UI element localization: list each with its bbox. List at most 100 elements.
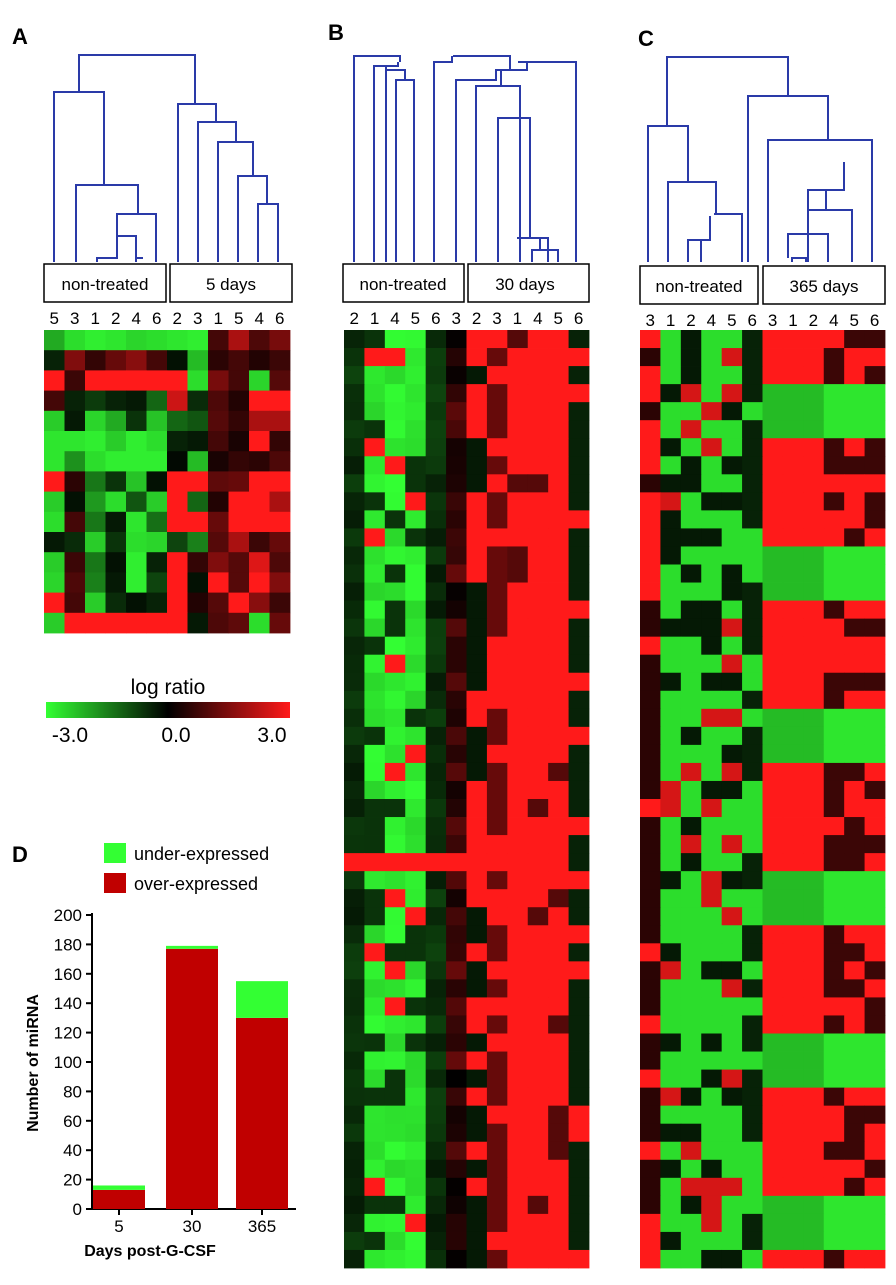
heatmap-cell [701, 1249, 723, 1269]
heatmap-cell [762, 384, 784, 403]
heatmap-cell [126, 410, 147, 432]
heatmap-cell [568, 1051, 590, 1070]
heatmap-cell [701, 582, 723, 601]
heatmap-cell [823, 835, 845, 854]
heatmap-cell [721, 835, 743, 854]
heatmap-cell [742, 690, 763, 710]
heatmap-cell [527, 528, 549, 547]
heatmap-cell [126, 532, 147, 553]
heatmap-cell [446, 636, 467, 656]
heatmap-cell [85, 350, 106, 371]
dendrogram-branch [807, 162, 845, 262]
heatmap-cell [660, 780, 682, 800]
heatmap-cell [864, 330, 886, 349]
heatmap-cell [660, 618, 682, 638]
heatmap-cell [425, 366, 447, 385]
heatmap-cell [680, 330, 702, 349]
heatmap-cell [527, 366, 549, 385]
heatmap-cell [721, 636, 743, 656]
panel-letter-d: D [12, 842, 28, 867]
heatmap-cell [864, 1069, 886, 1089]
heatmap-cell [660, 853, 682, 872]
dendrogram-branch [714, 213, 743, 262]
heatmap-cell [782, 402, 804, 421]
heatmap-cell [823, 690, 845, 710]
heatmap-cell [405, 510, 427, 529]
column-label: 6 [152, 309, 161, 328]
heatmap-cell [64, 390, 86, 412]
heatmap-cell [701, 780, 723, 800]
heatmap-cell [425, 907, 447, 926]
heatmap-cell [507, 564, 529, 583]
heatmap-cell [701, 1033, 723, 1052]
column-label: 3 [492, 309, 501, 328]
heatmap-cell [446, 1213, 467, 1233]
heatmap-cell [660, 744, 682, 764]
heatmap-cell [85, 390, 106, 412]
heatmap-cell [527, 889, 549, 908]
x-tick-label: 30 [183, 1217, 202, 1236]
heatmap-cell [384, 961, 406, 980]
heatmap-cell [446, 853, 467, 872]
heatmap-cell [187, 410, 209, 432]
heatmap-cell [269, 532, 291, 553]
heatmap-cell [762, 330, 784, 349]
column-label: 1 [370, 309, 379, 328]
heatmap-cell [167, 612, 188, 634]
heatmap-cell [344, 636, 365, 656]
heatmap-cell [146, 552, 168, 573]
heatmap-cell [721, 762, 743, 782]
heatmap-cell [568, 474, 590, 493]
heatmap-cell [344, 510, 365, 529]
heatmap-cell [568, 762, 590, 782]
heatmap-cell [405, 1177, 427, 1197]
heatmap-cell [249, 612, 270, 634]
heatmap-cell [823, 636, 845, 656]
heatmap-cell [425, 1213, 447, 1233]
heatmap-cell [721, 600, 743, 620]
heatmap-cell [105, 451, 127, 472]
heatmap-cell [507, 402, 529, 421]
heatmap-cell [782, 618, 804, 638]
heatmap-cell [208, 572, 229, 593]
heatmap-cell [344, 618, 365, 638]
heatmap-cell [527, 564, 549, 583]
heatmap-cell [823, 438, 845, 457]
column-label: 3 [70, 309, 79, 328]
heatmap-cell [85, 451, 106, 472]
heatmap-cell [405, 907, 427, 926]
heatmap-cell [864, 817, 886, 836]
heatmap-cell [228, 491, 250, 513]
heatmap-cell [486, 871, 508, 890]
heatmap-cell [844, 690, 865, 710]
heatmap-cell [701, 979, 723, 998]
column-label: 3 [451, 309, 460, 328]
heatmap-cell [425, 690, 447, 710]
legend-label-over: over-expressed [134, 874, 258, 894]
heatmap-cell [742, 510, 763, 529]
heatmap-cell [762, 744, 784, 764]
heatmap-cell [405, 1231, 427, 1251]
heatmap-cell [146, 491, 168, 513]
heatmap-cell [680, 384, 702, 403]
heatmap-cell [864, 402, 886, 421]
heatmap-cell [146, 431, 168, 452]
heatmap-cell [44, 552, 65, 573]
heatmap-cell [680, 600, 702, 620]
heatmap-cell [466, 871, 488, 890]
heatmap-cell [384, 1105, 406, 1125]
heatmap-cell [680, 1069, 702, 1089]
heatmap-cell [85, 552, 106, 573]
heatmap-cell [640, 348, 661, 367]
heatmap-cell [548, 1087, 569, 1107]
heatmap-cell [742, 330, 763, 349]
heatmap-cell [568, 366, 590, 385]
heatmap-cell [823, 1033, 845, 1052]
heatmap-cell [823, 1159, 845, 1179]
heatmap-cell [548, 907, 569, 926]
heatmap-cell [742, 582, 763, 601]
heatmap-cell [167, 350, 188, 371]
heatmap-cell [803, 690, 825, 710]
heatmap-cell [782, 600, 804, 620]
heatmap-cell [527, 780, 549, 800]
